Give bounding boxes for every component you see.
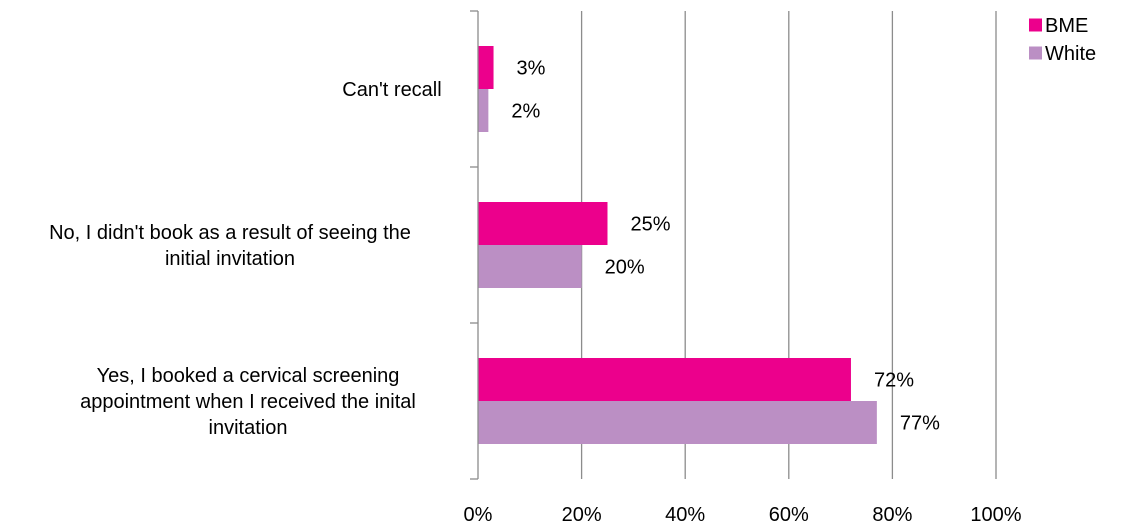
x-tick-label: 80% bbox=[872, 504, 912, 526]
data-label: 20% bbox=[605, 257, 645, 279]
x-tick-label: 100% bbox=[970, 504, 1021, 526]
category-label: Can't recall bbox=[342, 79, 441, 101]
data-label: 2% bbox=[511, 101, 540, 123]
data-label: 25% bbox=[631, 214, 671, 236]
axes bbox=[470, 10, 479, 480]
bar-bme bbox=[478, 358, 851, 401]
legend-label: BME bbox=[1045, 15, 1088, 37]
x-tick-label: 0% bbox=[464, 504, 493, 526]
data-label: 72% bbox=[874, 370, 914, 392]
data-label: 3% bbox=[517, 58, 546, 80]
legend-swatch-bme bbox=[1029, 18, 1042, 32]
x-tick-labels: 0% 20% 40% 60% 80% 100% bbox=[464, 504, 1022, 526]
legend-label: White bbox=[1045, 43, 1096, 65]
category-label: No, I didn't book as a result of seeing … bbox=[49, 222, 411, 270]
x-tick-label: 20% bbox=[562, 504, 602, 526]
legend-swatch-white bbox=[1029, 46, 1042, 60]
category-label: Yes, I booked a cervical screening appoin… bbox=[80, 365, 416, 439]
bars bbox=[478, 46, 877, 444]
bar-white bbox=[478, 401, 877, 444]
x-tick-label: 40% bbox=[665, 504, 705, 526]
bar-white bbox=[478, 89, 489, 132]
bar-bme bbox=[478, 202, 608, 245]
x-tick-label: 60% bbox=[769, 504, 809, 526]
bar-white bbox=[478, 245, 582, 288]
legend: BME White bbox=[1029, 15, 1096, 65]
bar-bme bbox=[478, 46, 494, 89]
category-labels: Can't recall No, I didn't book as a resul… bbox=[49, 79, 442, 439]
data-label: 77% bbox=[900, 413, 940, 435]
data-labels: 3% 2% 25% 20% 72% 77% bbox=[511, 58, 940, 435]
